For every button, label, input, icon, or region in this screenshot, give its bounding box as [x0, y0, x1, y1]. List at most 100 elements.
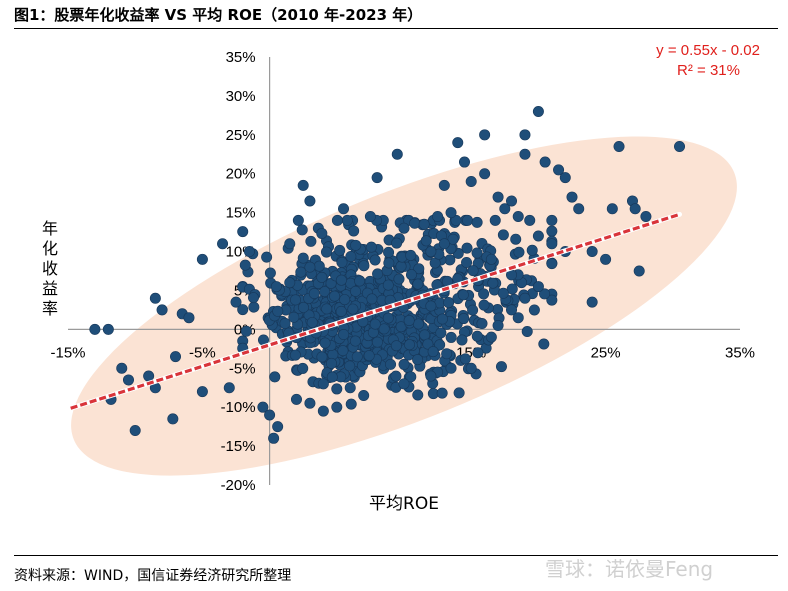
data-point	[461, 242, 473, 254]
data-point	[443, 297, 455, 309]
data-point	[382, 279, 394, 291]
data-point	[237, 304, 249, 316]
data-point	[354, 275, 366, 287]
y-axis-label-char: 年	[42, 219, 58, 238]
data-point	[239, 259, 251, 271]
data-point	[316, 271, 328, 283]
data-point	[472, 347, 484, 359]
data-point	[350, 239, 362, 251]
data-point	[319, 337, 331, 349]
data-point	[391, 237, 403, 249]
y-tick-label: 30%	[226, 88, 256, 105]
data-point	[296, 224, 308, 236]
data-point	[304, 261, 316, 273]
data-point	[290, 294, 302, 306]
points-layer	[89, 105, 686, 444]
data-point	[434, 339, 446, 351]
top-rule	[14, 28, 778, 29]
data-point	[519, 148, 531, 160]
data-point	[485, 331, 497, 343]
data-point	[390, 340, 402, 352]
data-point	[539, 288, 551, 300]
data-point	[478, 299, 490, 311]
x-tick-label: -5%	[189, 344, 216, 361]
data-point	[240, 325, 252, 337]
data-point	[230, 296, 242, 308]
data-point	[573, 203, 585, 215]
data-point	[456, 334, 468, 346]
data-point	[462, 214, 474, 226]
watermark: 雪球：诺依曼Feng	[545, 557, 714, 581]
data-point	[116, 362, 128, 374]
data-point	[363, 350, 375, 362]
data-point	[528, 304, 540, 316]
data-point	[237, 226, 249, 238]
data-point	[385, 358, 397, 370]
regression-equation: y = 0.55x - 0.02	[656, 42, 760, 59]
data-point	[418, 218, 430, 230]
data-point	[526, 244, 538, 256]
data-point	[149, 292, 161, 304]
y-axis-label-char: 收	[42, 259, 58, 278]
y-axis-label-char: 化	[42, 239, 58, 258]
data-point	[344, 382, 356, 394]
data-point	[447, 233, 459, 245]
data-point	[289, 349, 301, 361]
data-point	[321, 303, 333, 315]
labels-layer: y = 0.55x - 0.02 R² = 31% 平均ROE	[369, 42, 760, 514]
data-point	[495, 361, 507, 373]
data-point	[512, 312, 524, 324]
data-point	[257, 401, 269, 413]
data-point	[304, 195, 316, 207]
data-point	[432, 211, 444, 223]
data-point	[471, 216, 483, 228]
data-point	[305, 235, 317, 247]
data-point	[393, 273, 405, 285]
x-axis-label: 平均ROE	[369, 494, 439, 514]
data-point	[419, 329, 431, 341]
data-point	[403, 315, 415, 327]
data-point	[546, 258, 558, 270]
data-point	[284, 277, 296, 289]
data-point	[506, 195, 518, 207]
data-point	[261, 251, 273, 263]
data-point	[372, 268, 384, 280]
data-point	[613, 140, 625, 152]
data-point	[497, 287, 509, 299]
data-point	[465, 176, 477, 188]
data-point	[539, 156, 551, 168]
y-tick-label: -15%	[221, 438, 256, 455]
data-point	[458, 156, 470, 168]
data-point	[521, 326, 533, 338]
data-point	[348, 225, 360, 237]
data-point	[344, 360, 356, 372]
y-tick-label: -20%	[221, 477, 256, 494]
data-point	[122, 374, 134, 386]
data-point	[532, 105, 544, 117]
data-point	[335, 305, 347, 317]
data-point	[467, 265, 479, 277]
data-point	[457, 289, 469, 301]
data-point	[674, 140, 686, 152]
data-point	[450, 214, 462, 226]
data-point	[412, 354, 424, 366]
data-point	[378, 323, 390, 335]
data-point	[519, 292, 531, 304]
data-point	[405, 249, 417, 261]
data-point	[485, 253, 497, 265]
data-point	[268, 432, 280, 444]
data-point	[347, 303, 359, 315]
data-point	[559, 172, 571, 184]
data-point	[458, 313, 470, 325]
y-tick-label: -10%	[221, 399, 256, 416]
data-point	[313, 260, 325, 272]
data-point	[369, 254, 381, 266]
data-point	[395, 260, 407, 272]
data-point	[438, 238, 450, 250]
data-point	[358, 390, 370, 402]
data-point	[326, 371, 338, 383]
data-point	[445, 362, 457, 374]
trendline	[70, 212, 681, 410]
r-squared-label: R² = 31%	[677, 62, 740, 79]
data-point	[586, 246, 598, 258]
